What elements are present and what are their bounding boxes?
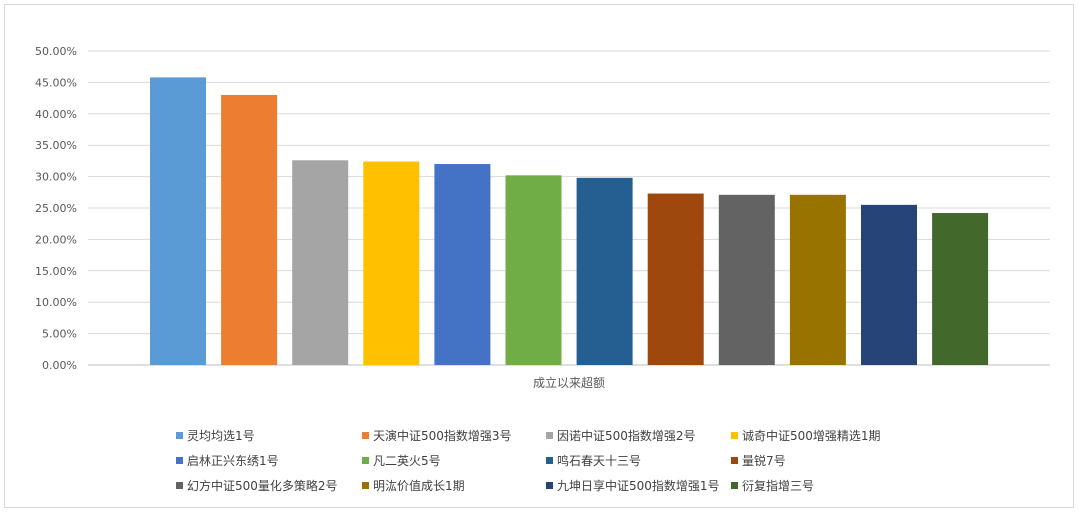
bars [150,77,989,366]
bar-7 [576,177,633,365]
y-tick-label: 40.00% [35,108,77,121]
legend-label: 衍复指增三号 [742,478,814,493]
legend-label: 鸣石春天十三号 [557,453,641,468]
y-tick-label: 35.00% [35,139,77,152]
legend-item: 衍复指增三号 [731,478,814,493]
legend-swatch [546,457,553,464]
y-tick-label: 45.00% [35,76,77,89]
y-tick-label: 50.00% [35,45,77,58]
bar-12 [932,213,989,365]
legend-item: 灵均均选1号 [176,429,255,443]
y-tick-label: 25.00% [35,202,77,215]
legend-swatch [362,482,369,489]
y-tick-label: 30.00% [35,171,77,184]
bar-10 [789,194,846,365]
legend-label: 明汯价值成长1期 [373,478,465,493]
legend-label: 启林正兴东绣1号 [187,454,279,468]
y-tick-label: 20.00% [35,233,77,246]
bar-2 [221,94,278,366]
legend-item: 量锐7号 [731,454,786,468]
legend-label: 灵均均选1号 [187,429,255,443]
legend-item: 因诺中证500指数增强2号 [546,428,696,443]
legend-swatch [546,482,553,489]
legend-item: 启林正兴东绣1号 [176,454,279,468]
x-category-label: 成立以来超额 [533,375,605,390]
legend-swatch [362,457,369,464]
legend-label: 诚奇中证500增强精选1期 [742,428,881,443]
legend-swatch [362,432,369,439]
legend-swatch [546,432,553,439]
legend-label: 凡二英火5号 [373,454,441,468]
legend-swatch [731,457,738,464]
legend-item: 鸣石春天十三号 [546,453,641,468]
legend-item: 明汯价值成长1期 [362,478,465,493]
legend-swatch [176,432,183,439]
bar-4 [363,161,420,365]
y-tick-label: 5.00% [42,328,77,341]
legend-item: 九坤日享中证500指数增强1号 [546,478,720,493]
bar-5 [434,164,491,365]
y-tick-label: 0.00% [42,359,77,372]
legend-swatch [176,457,183,464]
bar-6 [505,175,562,365]
legend-label: 量锐7号 [742,454,786,468]
bar-11 [861,204,917,365]
legend-item: 幻方中证500量化多策略2号 [176,478,338,493]
y-tick-label: 15.00% [35,265,77,278]
y-axis-tick-labels: 0.00% 5.00% 10.00% 15.00% 20.00% 25.00% 30.00%… [35,45,77,372]
legend-item: 凡二英火5号 [362,454,441,468]
legend-item: 诚奇中证500增强精选1期 [731,428,881,443]
bar-3 [292,160,349,365]
legend-swatch [731,482,738,489]
legend-label: 因诺中证500指数增强2号 [557,428,696,443]
y-tick-label: 10.00% [35,296,77,309]
legend-label: 幻方中证500量化多策略2号 [187,478,338,493]
legend: 灵均均选1号 天演中证500指数增强3号 因诺中证500指数增强2号 诚奇中证500增… [176,428,881,493]
legend-item: 天演中证500指数增强3号 [362,428,512,443]
legend-swatch [731,432,738,439]
legend-swatch [176,482,183,489]
legend-label: 九坤日享中证500指数增强1号 [557,478,720,493]
bar-1 [150,77,206,365]
bar-9 [718,194,775,365]
legend-label: 天演中证500指数增强3号 [373,428,512,443]
bar-8 [647,193,704,365]
